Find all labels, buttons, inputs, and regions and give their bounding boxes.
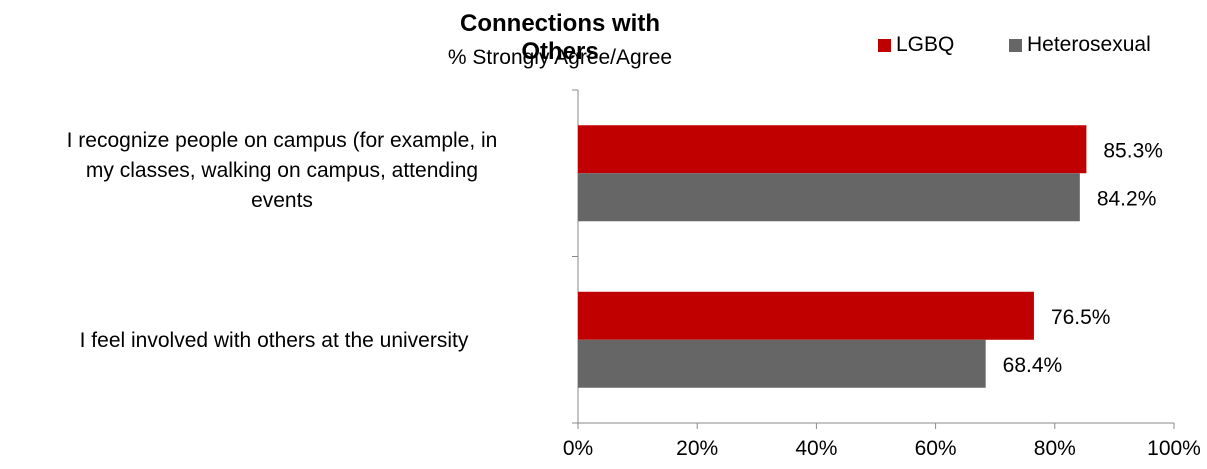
data-label: 84.2% (1097, 187, 1157, 210)
category-label-recognize-people: I recognize people on campus (for exampl… (2, 126, 562, 216)
legend-swatch-lgbq (878, 38, 891, 52)
x-tick-label: 60% (915, 437, 957, 460)
x-tick-label: 80% (1034, 437, 1076, 460)
x-tick-label: 100% (1147, 437, 1201, 460)
data-label: 76.5% (1051, 306, 1111, 329)
legend-item-heterosexual: Heterosexual (1009, 33, 1151, 57)
bar (578, 173, 1080, 222)
category-label-line: I feel involved with others at the unive… (79, 329, 469, 352)
legend-label-lgbq: LGBQ (896, 33, 955, 56)
bar (578, 291, 1034, 340)
legend-swatch-heterosexual (1009, 38, 1022, 52)
data-label: 68.4% (1003, 354, 1063, 377)
data-label: 85.3% (1103, 139, 1163, 162)
chart-title: Connections with Others (460, 10, 660, 65)
x-tick-label: 20% (676, 437, 718, 460)
category-label-line: I recognize people on campus (for exampl… (66, 129, 498, 152)
bar (578, 339, 986, 388)
x-tick-label: 0% (563, 437, 593, 460)
category-label-line: my classes, walking on campus, attending (85, 159, 479, 182)
x-tick-label: 40% (795, 437, 837, 460)
category-label-feel-involved: I feel involved with others at the unive… (0, 326, 554, 356)
bar (578, 125, 1087, 174)
chart-subtitle: % Strongly Agree/Agree (447, 46, 673, 69)
legend-item-lgbq: LGBQ (878, 33, 954, 57)
category-label-line: events (251, 189, 313, 212)
legend-label-heterosexual: Heterosexual (1027, 33, 1151, 56)
